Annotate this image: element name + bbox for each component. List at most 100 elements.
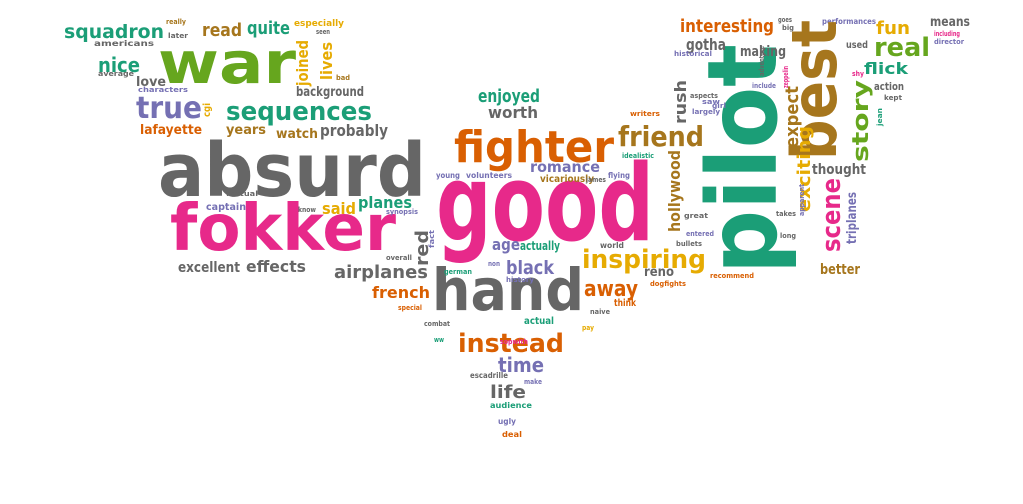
word-zeppelin: zeppelin xyxy=(782,66,790,88)
word-story: story xyxy=(849,80,874,162)
word-sequences: sequences xyxy=(226,97,372,127)
word-great: great xyxy=(684,212,709,220)
word-takes: takes xyxy=(776,210,796,218)
word-airplanes: airplanes xyxy=(334,262,428,283)
word-apparent: apparent xyxy=(798,183,806,216)
word-kept: kept xyxy=(884,94,903,102)
word-idealistic: idealistic xyxy=(622,152,654,160)
word-jean: jean xyxy=(876,108,884,127)
word-historical: historical xyxy=(674,50,712,58)
word-pilot: pilot xyxy=(687,44,799,274)
word-think: think xyxy=(614,298,636,309)
word-characters: characters xyxy=(138,86,188,94)
word-real: real xyxy=(874,33,930,63)
word-quite: quite xyxy=(247,18,290,39)
word-bad: bad xyxy=(336,74,350,82)
word-entered: entered xyxy=(686,230,714,238)
word-effects: effects xyxy=(246,257,306,276)
word-years: years xyxy=(226,123,266,138)
word-escadrille: escadrille xyxy=(470,371,508,380)
word-ww: ww xyxy=(434,336,444,344)
word-factual: factual xyxy=(226,190,258,198)
word-actually: actually xyxy=(520,239,560,253)
word-fighter: fighter xyxy=(454,122,614,173)
word-director: director xyxy=(934,38,965,46)
word-gotha: gotha xyxy=(686,35,726,54)
word-exciting: exciting xyxy=(794,126,815,212)
word-inspiring: inspiring xyxy=(582,245,706,275)
word-instead: instead xyxy=(458,329,564,359)
word-said: said xyxy=(322,199,356,218)
word-joined: joined xyxy=(293,40,312,87)
word-scene: scene xyxy=(817,178,847,252)
word-include: include xyxy=(752,82,776,90)
word-excellent: excellent xyxy=(178,260,240,276)
word-time: time xyxy=(498,353,544,377)
word-making: making xyxy=(740,44,786,60)
word-worth: worth xyxy=(488,103,538,122)
word-fokker: fokker xyxy=(170,192,396,266)
word-combat: combat xyxy=(424,320,451,328)
word-life: life xyxy=(490,382,526,403)
word-cgi: cgi xyxy=(202,103,213,117)
word-saw: saw xyxy=(702,98,721,106)
word-true: true xyxy=(136,91,202,126)
word-actual: actual xyxy=(524,316,554,327)
word-audience: audience xyxy=(490,401,533,410)
word-girl: girl xyxy=(712,102,726,110)
word-americans: americans xyxy=(94,39,154,48)
word-friend: friend xyxy=(618,120,704,153)
word-age: age xyxy=(492,235,520,254)
word-world: world xyxy=(600,241,624,250)
word-vicariously: vicariously xyxy=(540,174,594,185)
word-volunteers: volunteers xyxy=(466,171,512,180)
word-means: means xyxy=(930,15,970,30)
word-including: including xyxy=(934,30,960,38)
word-enjoyed: enjoyed xyxy=(478,86,540,107)
word-make: make xyxy=(524,378,542,386)
word-triplanes: triplanes xyxy=(845,192,860,244)
word-romance: romance xyxy=(530,158,600,176)
word-especially: especially xyxy=(294,19,344,29)
word-rush: rush xyxy=(671,80,690,124)
word-dogfights: dogfights xyxy=(650,280,686,288)
word-bullets: bullets xyxy=(676,240,702,248)
word-captain: captain xyxy=(206,202,246,213)
word-shy: shy xyxy=(852,70,864,78)
word-away: away xyxy=(584,277,638,302)
word-aspects: aspects xyxy=(690,92,718,100)
word-overall: overall xyxy=(386,254,412,262)
word-interesting: interesting xyxy=(680,16,774,37)
word-love: love xyxy=(136,75,166,90)
word-synopsis: synopsis xyxy=(386,208,418,216)
word-planes: planes xyxy=(358,193,412,212)
word-seen: seen xyxy=(316,28,330,36)
word-read: read xyxy=(202,20,242,41)
word-probably: probably xyxy=(320,121,388,140)
word-better: better xyxy=(820,262,860,278)
word-average: average xyxy=(98,70,134,78)
word-lives: lives xyxy=(317,42,336,80)
word-flick: flick xyxy=(864,59,908,78)
word-reno: reno xyxy=(644,265,674,280)
word-good: good xyxy=(436,142,654,265)
word-deal: deal xyxy=(502,430,522,439)
word-adventure: adventure xyxy=(758,46,766,76)
word-big: big xyxy=(782,24,794,32)
word-red: red xyxy=(412,230,433,266)
word-history: history xyxy=(506,276,534,284)
word-squadron: squadron xyxy=(64,21,164,43)
word-best: best xyxy=(778,20,851,160)
word-really: really xyxy=(166,18,186,26)
word-know: know xyxy=(298,206,316,214)
word-used: used xyxy=(846,40,868,51)
word-long: long xyxy=(780,232,796,240)
word-hand: hand xyxy=(432,256,584,324)
word-flying: flying xyxy=(608,171,630,180)
word-fact: fact xyxy=(428,229,436,248)
word-war: war xyxy=(158,29,296,97)
word-pay: pay xyxy=(582,324,594,332)
word-expect: expect xyxy=(782,86,803,148)
word-background: background xyxy=(296,85,364,100)
